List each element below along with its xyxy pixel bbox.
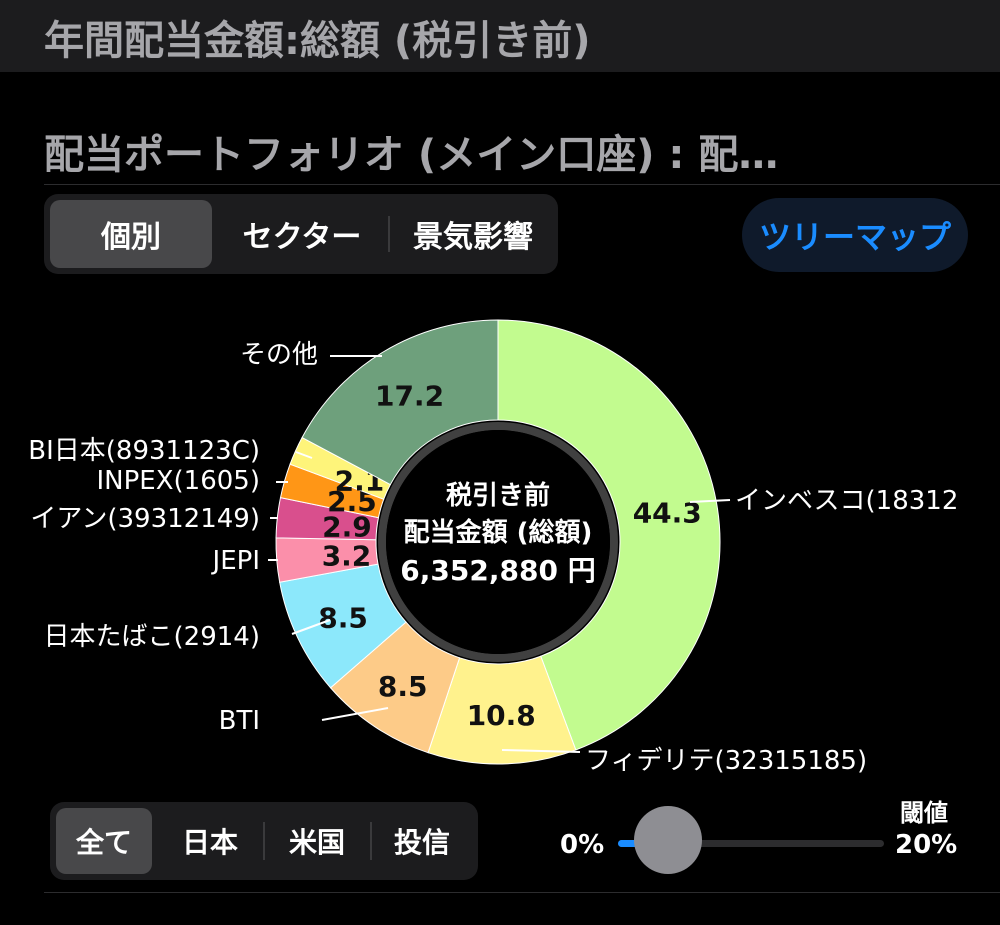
- center-label-line2: 配当金額 (総額): [403, 518, 593, 548]
- leader-line: [291, 619, 331, 635]
- slice-name-label: その他: [240, 340, 318, 370]
- leader-line: [295, 451, 313, 459]
- center-total-amount: 6,352,880 円: [400, 554, 596, 587]
- page-title: 年間配当金額:総額 (税引き前): [44, 18, 591, 64]
- donut-hole: [386, 430, 610, 654]
- donut-inner-ring: [378, 422, 618, 662]
- slice-value-label: 17.2: [375, 380, 444, 413]
- treemap-button[interactable]: ツリーマップ: [742, 198, 968, 272]
- donut-chart: 44.3 インベスコ(1831210.8フィデリテ(32315185)8.5BTI…: [28, 319, 958, 776]
- slice-value-label: 8.5: [378, 670, 428, 703]
- slice-name-label: INPEX(1605): [97, 466, 261, 496]
- filter-us[interactable]: 米国: [288, 826, 345, 859]
- leader-line: [689, 499, 731, 503]
- view-segmented-control: 個別 セクター 景気影響: [44, 194, 558, 274]
- slice-value-label: 3.2: [322, 539, 372, 572]
- leader-line: [321, 707, 389, 721]
- leader-line: [501, 749, 581, 753]
- segment-divider: [263, 822, 265, 860]
- threshold-slider-fill: [618, 840, 638, 847]
- threshold-slider-track[interactable]: [618, 840, 884, 847]
- portfolio-subtitle: 配当ポートフォリオ (メイン口座) : 配…: [44, 132, 779, 178]
- slice-name-label: イアン(39312149): [30, 504, 260, 534]
- slice-name-label: BTI: [219, 706, 260, 736]
- filter-funds[interactable]: 投信: [393, 826, 450, 859]
- chart-center-summary: 税引き前 配当金額 (総額) 6,352,880 円: [389, 478, 607, 589]
- segment-divider: [388, 216, 390, 252]
- tab-individual[interactable]: 個別: [50, 200, 212, 268]
- divider: [44, 892, 1000, 893]
- filter-japan[interactable]: 日本: [181, 826, 238, 859]
- slice-value-label: 10.8: [467, 699, 536, 732]
- filter-all[interactable]: 全て: [56, 808, 152, 874]
- tab-sector[interactable]: セクター: [242, 220, 362, 255]
- slice-value-label: 8.5: [318, 602, 368, 635]
- slice-name-label: BI日本(8931123C): [28, 436, 260, 466]
- threshold-min-label: 0%: [560, 830, 605, 860]
- slice-name-label: JEPI: [211, 546, 260, 576]
- tab-business-cycle[interactable]: 景気影響: [413, 220, 533, 255]
- slice-name-label: 日本たばこ(2914): [44, 622, 260, 652]
- threshold-slider-thumb[interactable]: [634, 806, 702, 874]
- slice-name-label: フィデリテ(32315185): [585, 746, 867, 776]
- slice-value-label: 2.9: [322, 510, 372, 543]
- region-filter-control: 全て 日本 米国 投信: [50, 802, 478, 880]
- donut-slice: [497, 319, 721, 751]
- title-bar: 年間配当金額:総額 (税引き前): [0, 0, 1000, 72]
- threshold-max-label: 20%: [895, 830, 958, 860]
- slice-name-label: インベスコ(18312: [735, 486, 958, 516]
- threshold-label: 閾値: [900, 799, 948, 827]
- donut-slice: [301, 319, 499, 486]
- segment-divider: [370, 822, 372, 860]
- center-label-line1: 税引き前: [445, 481, 550, 511]
- divider: [44, 184, 1000, 185]
